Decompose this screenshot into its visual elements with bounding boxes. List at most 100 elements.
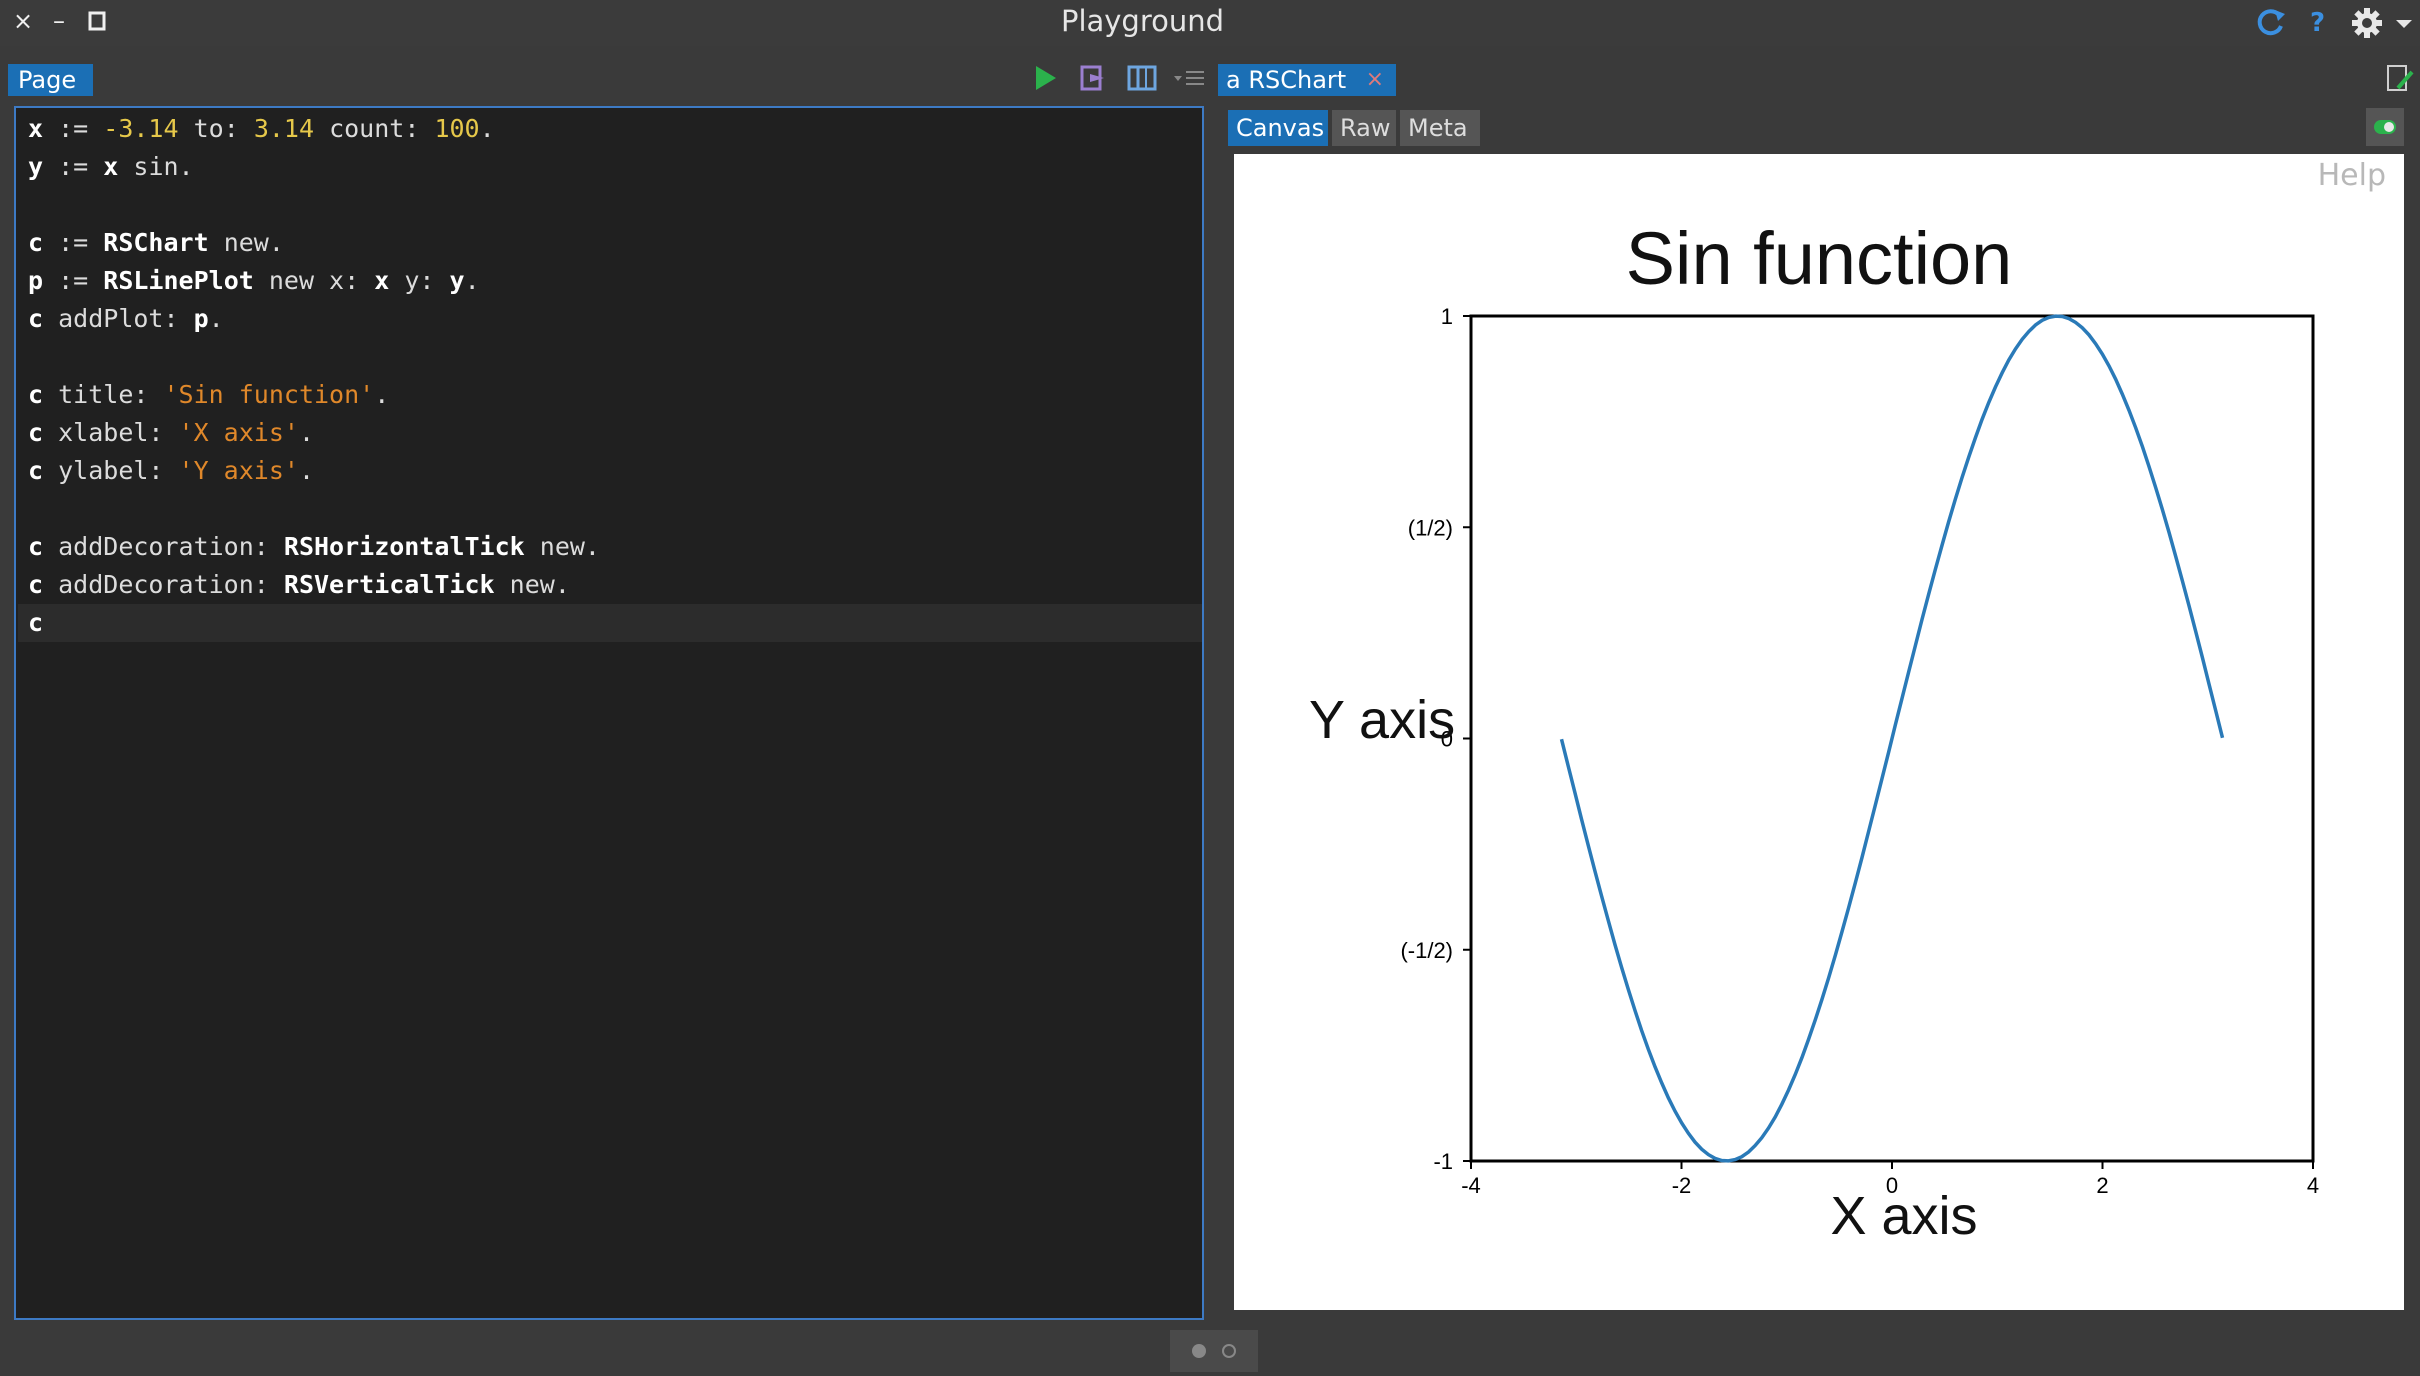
settings-icon[interactable]: [2350, 6, 2384, 40]
code-token: addDecoration:: [43, 570, 284, 599]
code-token: c: [28, 608, 44, 637]
code-token: c: [28, 228, 44, 257]
chart-plot: -4 -2 0 2 4 1 (1/2) 0 (-1/2) -1 X axis Y axis: [1309, 304, 2319, 1246]
toggle-icon[interactable]: [2366, 108, 2404, 146]
help-link[interactable]: Help: [2317, 158, 2386, 193]
code-line[interactable]: c title: 'Sin function'.: [28, 376, 389, 414]
title-bar: × – Playground ?: [0, 0, 2420, 46]
refresh-icon[interactable]: [2254, 6, 2288, 40]
code-line[interactable]: p := RSLinePlot new x: x y: y.: [28, 262, 480, 300]
code-token: .: [479, 114, 495, 143]
y-tick-label: (1/2): [1408, 515, 1453, 540]
y-tick-label: -1: [1433, 1149, 1453, 1174]
code-token: x: [28, 114, 44, 143]
code-token: new.: [494, 570, 570, 599]
code-token: new.: [524, 532, 600, 561]
x-tick-label: 0: [1886, 1173, 1898, 1198]
y-tick-label: (-1/2): [1400, 938, 1453, 963]
code-line[interactable]: c ylabel: 'Y axis'.: [28, 452, 314, 490]
code-token: title:: [43, 380, 164, 409]
tab-meta[interactable]: Meta: [1400, 110, 1480, 146]
run-icon[interactable]: [1030, 60, 1060, 96]
code-token: RSLinePlot: [103, 266, 254, 295]
code-token: 'Y axis': [178, 456, 299, 485]
chart-title: Sin function: [1625, 217, 2013, 300]
code-token: c: [28, 532, 44, 561]
code-token: y: [449, 266, 465, 295]
close-window-icon[interactable]: ×: [12, 7, 34, 35]
pager-dot[interactable]: [1222, 1344, 1236, 1358]
code-token: :=: [43, 114, 104, 143]
code-token: count:: [314, 114, 435, 143]
do-it-icon[interactable]: [1078, 60, 1108, 96]
help-icon[interactable]: ?: [2310, 8, 2326, 38]
code-token: :=: [43, 266, 104, 295]
code-token: c: [28, 418, 44, 447]
code-token: addDecoration:: [43, 532, 284, 561]
code-line[interactable]: c := RSChart new.: [28, 224, 284, 262]
code-token: 100: [434, 114, 480, 143]
code-token: RSHorizontalTick: [283, 532, 525, 561]
pane-pager: [1170, 1330, 1258, 1372]
code-token: RSChart: [103, 228, 209, 257]
code-token: 'Sin function': [163, 380, 375, 409]
code-token: x: [374, 266, 390, 295]
chevron-down-icon[interactable]: [2394, 6, 2414, 40]
x-tick-label: -2: [1672, 1173, 1692, 1198]
code-line[interactable]: c addDecoration: RSHorizontalTick new.: [28, 528, 600, 566]
window-title: Playground: [1060, 4, 1225, 38]
code-line[interactable]: y := x sin.: [28, 148, 194, 186]
code-line[interactable]: x := -3.14 to: 3.14 count: 100.: [28, 110, 495, 148]
code-token: 3.14: [253, 114, 315, 143]
code-token: RSVerticalTick: [283, 570, 495, 599]
tab-label: a RSChart: [1226, 66, 1347, 94]
code-token: sin.: [118, 152, 194, 181]
code-line[interactable]: c: [18, 604, 1202, 642]
maximize-window-icon[interactable]: [82, 6, 112, 36]
code-token: -3.14: [103, 114, 179, 143]
code-token: .: [464, 266, 480, 295]
code-token: c: [28, 304, 44, 333]
menu-icon[interactable]: [1172, 60, 1206, 96]
code-token: 'X axis': [178, 418, 299, 447]
code-token: addPlot:: [43, 304, 194, 333]
code-token: y: [28, 152, 44, 181]
code-editor[interactable]: x := -3.14 to: 3.14 count: 100. y := x si…: [14, 106, 1204, 1320]
code-token: new.: [208, 228, 284, 257]
code-line[interactable]: c addDecoration: RSVerticalTick new.: [28, 566, 570, 604]
chart-canvas[interactable]: Help Sin function -4 -2 0 2 4 1 (1/2) 0 (-1/2) -1…: [1234, 154, 2404, 1310]
code-token: .: [298, 418, 315, 447]
code-token: .: [298, 456, 315, 485]
x-tick-label: -4: [1461, 1173, 1481, 1198]
code-token: :=: [43, 228, 104, 257]
code-line[interactable]: c xlabel: 'X axis'.: [28, 414, 314, 452]
code-token: x: [103, 152, 119, 181]
code-token: c: [28, 570, 44, 599]
code-token: p: [193, 304, 209, 333]
code-line[interactable]: c addPlot: p.: [28, 300, 224, 338]
tab-raw[interactable]: Raw: [1332, 110, 1396, 146]
minimize-window-icon[interactable]: –: [53, 7, 65, 35]
x-tick-label: 4: [2307, 1173, 2319, 1198]
series-line: [1559, 314, 2225, 1163]
x-tick-label: 2: [2096, 1173, 2108, 1198]
code-token: to:: [178, 114, 254, 143]
code-token: .: [374, 380, 390, 409]
y-tick-label: 1: [1441, 304, 1453, 329]
code-token: :=: [43, 152, 104, 181]
code-token: p: [28, 266, 44, 295]
code-token: .: [208, 304, 224, 333]
edit-icon[interactable]: [2384, 60, 2416, 100]
y-axis-label: Y axis: [1309, 690, 1455, 750]
code-token: xlabel:: [43, 418, 179, 447]
code-token: new x:: [253, 266, 375, 295]
inspect-icon[interactable]: [1126, 60, 1158, 96]
tab-page[interactable]: Page: [8, 64, 93, 96]
code-token: ylabel:: [43, 456, 179, 485]
code-token: c: [28, 380, 44, 409]
close-tab-icon[interactable]: ×: [1365, 67, 1384, 92]
tab-rschart[interactable]: a RSChart ×: [1218, 64, 1396, 96]
code-token: c: [28, 456, 44, 485]
pager-dot-active[interactable]: [1192, 1344, 1206, 1358]
tab-canvas[interactable]: Canvas: [1228, 110, 1328, 146]
